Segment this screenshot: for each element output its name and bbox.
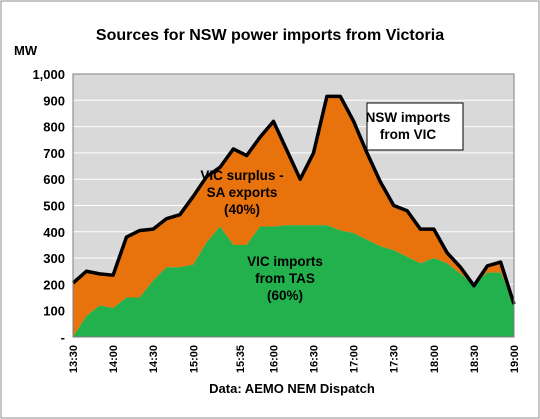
x-axis-label: Data: AEMO NEM Dispatch (209, 381, 375, 396)
x-tick-label: 18:30 (469, 345, 481, 373)
line-nsw-imports (71, 94, 516, 305)
y-tick-label: 300 (43, 251, 65, 266)
x-tick-label: 15:35 (235, 345, 247, 373)
annotation-tas: VIC imports from TAS (60%) (247, 254, 323, 303)
x-tick-label: 17:00 (349, 345, 361, 373)
plot-border (72, 73, 515, 338)
annotation-text: (40%) (224, 202, 260, 217)
x-tick-label: 16:30 (309, 345, 321, 373)
y-tick-label: 200 (43, 277, 65, 292)
y-axis: - 100 200 300 400 500 600 700 800 900 1,000 (32, 67, 65, 345)
y-tick-label: - (61, 330, 65, 345)
y-tick-label: 500 (43, 199, 65, 214)
chart-title: Sources for NSW power imports from Victo… (96, 27, 444, 44)
area-sa-exports (73, 96, 514, 337)
annotation-box (366, 102, 464, 151)
x-tick-label: 17:30 (389, 345, 401, 373)
x-tick-label: 13:30 (68, 345, 80, 373)
annotation-nsw: NSW imports from VIC (366, 102, 464, 151)
x-tick-label: 15:00 (188, 345, 200, 373)
annotations: VIC surplus - SA exports (40%) VIC imports f… (200, 102, 464, 303)
y-tick-label: 700 (43, 146, 65, 161)
x-tick-label: 16:00 (268, 345, 280, 373)
x-tick-label: 14:30 (148, 345, 160, 373)
annotation-text: NSW imports (366, 110, 451, 125)
y-tick-label: 800 (43, 120, 65, 135)
annotation-text: from TAS (255, 271, 315, 286)
y-axis-label: MW (14, 43, 38, 58)
y-tick-label: 900 (43, 93, 65, 108)
annotation-text: from VIC (380, 127, 437, 142)
annotation-text: VIC surplus - (200, 168, 283, 183)
area-tas-imports (73, 225, 514, 337)
annotation-text: VIC imports (247, 254, 323, 269)
y-tick-label: 400 (43, 225, 65, 240)
x-tick-label: 19:00 (509, 345, 521, 373)
x-axis: 13:30 14:00 14:30 15:00 15:35 16:00 16:30 17:00… (68, 345, 521, 373)
annotation-text: SA exports (207, 185, 278, 200)
y-tick-label: 100 (43, 304, 65, 319)
annotation-text: (60%) (267, 288, 303, 303)
annotation-sa: VIC surplus - SA exports (40%) (200, 168, 283, 217)
y-tick-label: 1,000 (32, 67, 65, 82)
x-tick-label: 18:00 (429, 345, 441, 373)
x-tick-label: 14:00 (108, 345, 120, 373)
y-tick-label: 600 (43, 172, 65, 187)
